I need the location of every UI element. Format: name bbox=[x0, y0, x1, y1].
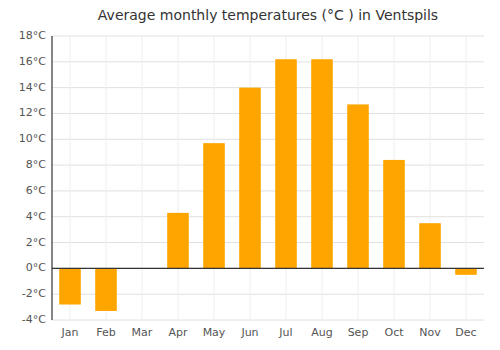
x-grid-line bbox=[142, 36, 143, 320]
y-grid-line bbox=[52, 113, 484, 114]
bar bbox=[419, 223, 441, 268]
y-grid-line bbox=[52, 294, 484, 295]
y-grid-line bbox=[52, 139, 484, 140]
y-tick-label: -4°C bbox=[22, 313, 46, 326]
y-grid-line bbox=[52, 268, 484, 269]
y-tick-label: 12°C bbox=[19, 106, 46, 119]
x-tick-label: Apr bbox=[168, 326, 188, 339]
bar bbox=[275, 59, 297, 268]
y-grid-line bbox=[52, 190, 484, 191]
y-tick-label: 4°C bbox=[26, 210, 46, 223]
x-tick-label: Nov bbox=[419, 326, 441, 339]
y-grid-line bbox=[52, 216, 484, 217]
bar bbox=[95, 268, 117, 311]
x-tick-label: Jul bbox=[278, 326, 292, 339]
y-tick-label: 18°C bbox=[19, 29, 46, 42]
y-tick-label: 8°C bbox=[26, 158, 46, 171]
y-grid-line bbox=[52, 36, 484, 37]
zero-line bbox=[52, 268, 484, 269]
y-tick-label: 0°C bbox=[26, 261, 46, 274]
bar bbox=[203, 143, 225, 268]
x-grid-line bbox=[430, 36, 431, 320]
title: Average monthly temperatures (°C ) in Ve… bbox=[98, 7, 438, 23]
x-tick-label: Jun bbox=[240, 326, 258, 339]
y-tick-label: -2°C bbox=[22, 287, 46, 300]
chart-container: -4°C -2°C 0°C 2°C 4°C 6°C 8°C 10°C 12°C 14°C 16°C 1… bbox=[0, 0, 500, 350]
grid bbox=[52, 36, 484, 320]
x-grid-line bbox=[178, 36, 179, 320]
bar bbox=[167, 213, 189, 269]
y-axis: -4°C -2°C 0°C 2°C 4°C 6°C 8°C 10°C 12°C 14°C 16°C 1… bbox=[19, 29, 46, 326]
x-tick-label: Feb bbox=[96, 326, 115, 339]
y-tick-label: 16°C bbox=[19, 55, 46, 68]
bars bbox=[59, 59, 477, 311]
x-tick-label: Jan bbox=[61, 326, 79, 339]
x-axis: Jan Feb Mar Apr May Jun Jul Aug Sep Oct Nov Dec bbox=[61, 326, 477, 339]
y-tick-label: 14°C bbox=[19, 81, 46, 94]
x-tick-label: Sep bbox=[348, 326, 369, 339]
bar bbox=[383, 160, 405, 268]
y-grid-line bbox=[52, 165, 484, 166]
chart: -4°C -2°C 0°C 2°C 4°C 6°C 8°C 10°C 12°C 14°C 16°C 1… bbox=[0, 0, 500, 350]
x-tick-label: Oct bbox=[384, 326, 404, 339]
bar bbox=[239, 88, 261, 269]
x-grid-line bbox=[466, 36, 467, 320]
bar bbox=[59, 268, 81, 304]
y-axis-line bbox=[51, 36, 52, 320]
x-tick-label: Mar bbox=[132, 326, 153, 339]
bar bbox=[455, 268, 477, 274]
y-grid-line bbox=[52, 87, 484, 88]
x-tick-label: Dec bbox=[455, 326, 476, 339]
y-grid-line bbox=[52, 320, 484, 321]
x-tick-label: May bbox=[203, 326, 226, 339]
y-tick-label: 10°C bbox=[19, 132, 46, 145]
y-tick-label: 6°C bbox=[26, 184, 46, 197]
x-tick-label: Aug bbox=[311, 326, 332, 339]
bar bbox=[311, 59, 333, 268]
bar bbox=[347, 104, 369, 268]
y-tick-label: 2°C bbox=[26, 236, 46, 249]
y-grid-line bbox=[52, 61, 484, 62]
